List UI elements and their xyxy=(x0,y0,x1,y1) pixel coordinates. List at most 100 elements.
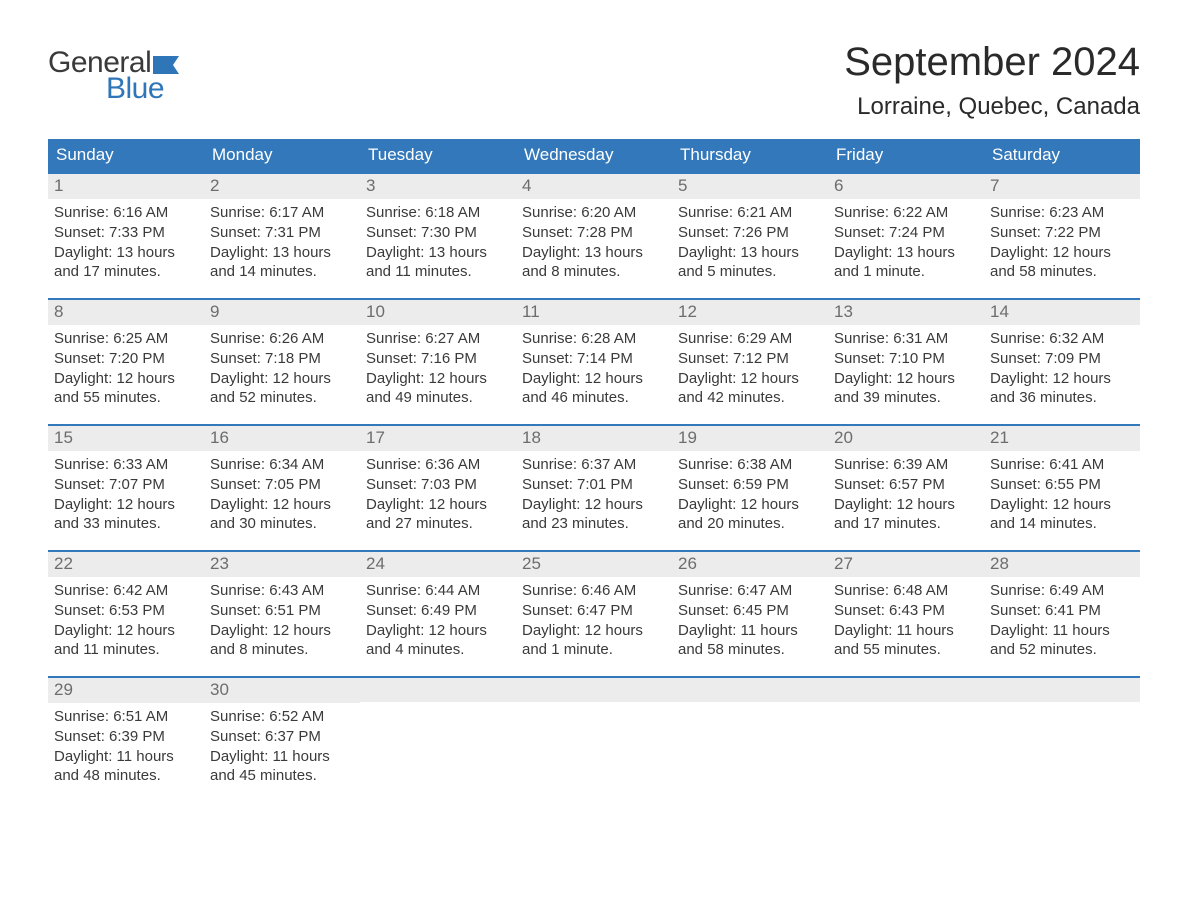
empty-day xyxy=(516,678,672,702)
sunrise-line: Sunrise: 6:52 AM xyxy=(210,707,354,727)
day-number: 14 xyxy=(984,300,1140,325)
day-number: 12 xyxy=(672,300,828,325)
daylight-line: Daylight: 12 hours and 52 minutes. xyxy=(210,369,354,409)
day-number: 4 xyxy=(516,174,672,199)
daylight-line: Daylight: 11 hours and 55 minutes. xyxy=(834,621,978,661)
sunrise-line: Sunrise: 6:23 AM xyxy=(990,203,1134,223)
calendar-day-cell: 30Sunrise: 6:52 AMSunset: 6:37 PMDayligh… xyxy=(204,677,360,803)
daylight-line: Daylight: 11 hours and 52 minutes. xyxy=(990,621,1134,661)
day-number: 15 xyxy=(48,426,204,451)
sunset-line: Sunset: 7:28 PM xyxy=(522,223,666,243)
calendar-day-cell: 11Sunrise: 6:28 AMSunset: 7:14 PMDayligh… xyxy=(516,299,672,425)
sunrise-line: Sunrise: 6:46 AM xyxy=(522,581,666,601)
daylight-line: Daylight: 11 hours and 45 minutes. xyxy=(210,747,354,787)
sunrise-line: Sunrise: 6:32 AM xyxy=(990,329,1134,349)
daylight-line: Daylight: 12 hours and 55 minutes. xyxy=(54,369,198,409)
calendar-day-cell: 6Sunrise: 6:22 AMSunset: 7:24 PMDaylight… xyxy=(828,173,984,299)
day-details: Sunrise: 6:25 AMSunset: 7:20 PMDaylight:… xyxy=(48,325,204,414)
sunrise-line: Sunrise: 6:27 AM xyxy=(366,329,510,349)
day-details: Sunrise: 6:21 AMSunset: 7:26 PMDaylight:… xyxy=(672,199,828,288)
sunset-line: Sunset: 6:45 PM xyxy=(678,601,822,621)
sunset-line: Sunset: 7:24 PM xyxy=(834,223,978,243)
weekday-header-row: Sunday Monday Tuesday Wednesday Thursday… xyxy=(48,139,1140,173)
sunrise-line: Sunrise: 6:43 AM xyxy=(210,581,354,601)
daylight-line: Daylight: 13 hours and 1 minute. xyxy=(834,243,978,283)
day-number: 26 xyxy=(672,552,828,577)
sunrise-line: Sunrise: 6:17 AM xyxy=(210,203,354,223)
calendar-day-cell xyxy=(828,677,984,803)
calendar-day-cell: 9Sunrise: 6:26 AMSunset: 7:18 PMDaylight… xyxy=(204,299,360,425)
sunset-line: Sunset: 6:55 PM xyxy=(990,475,1134,495)
calendar-day-cell: 5Sunrise: 6:21 AMSunset: 7:26 PMDaylight… xyxy=(672,173,828,299)
sunset-line: Sunset: 6:47 PM xyxy=(522,601,666,621)
day-details: Sunrise: 6:38 AMSunset: 6:59 PMDaylight:… xyxy=(672,451,828,540)
daylight-line: Daylight: 11 hours and 48 minutes. xyxy=(54,747,198,787)
calendar-day-cell: 21Sunrise: 6:41 AMSunset: 6:55 PMDayligh… xyxy=(984,425,1140,551)
day-number: 3 xyxy=(360,174,516,199)
sunrise-line: Sunrise: 6:22 AM xyxy=(834,203,978,223)
daylight-line: Daylight: 12 hours and 11 minutes. xyxy=(54,621,198,661)
sunrise-line: Sunrise: 6:33 AM xyxy=(54,455,198,475)
sunset-line: Sunset: 6:51 PM xyxy=(210,601,354,621)
day-number: 18 xyxy=(516,426,672,451)
sunset-line: Sunset: 7:26 PM xyxy=(678,223,822,243)
day-details: Sunrise: 6:48 AMSunset: 6:43 PMDaylight:… xyxy=(828,577,984,666)
daylight-line: Daylight: 12 hours and 4 minutes. xyxy=(366,621,510,661)
day-details: Sunrise: 6:20 AMSunset: 7:28 PMDaylight:… xyxy=(516,199,672,288)
daylight-line: Daylight: 12 hours and 17 minutes. xyxy=(834,495,978,535)
daylight-line: Daylight: 13 hours and 5 minutes. xyxy=(678,243,822,283)
day-number: 6 xyxy=(828,174,984,199)
flag-icon xyxy=(153,56,179,74)
empty-day xyxy=(828,678,984,702)
calendar-day-cell: 22Sunrise: 6:42 AMSunset: 6:53 PMDayligh… xyxy=(48,551,204,677)
day-details: Sunrise: 6:22 AMSunset: 7:24 PMDaylight:… xyxy=(828,199,984,288)
day-details: Sunrise: 6:43 AMSunset: 6:51 PMDaylight:… xyxy=(204,577,360,666)
calendar-day-cell: 17Sunrise: 6:36 AMSunset: 7:03 PMDayligh… xyxy=(360,425,516,551)
day-number: 9 xyxy=(204,300,360,325)
calendar-week-row: 15Sunrise: 6:33 AMSunset: 7:07 PMDayligh… xyxy=(48,425,1140,551)
sunset-line: Sunset: 7:33 PM xyxy=(54,223,198,243)
sunset-line: Sunset: 7:16 PM xyxy=(366,349,510,369)
calendar-week-row: 22Sunrise: 6:42 AMSunset: 6:53 PMDayligh… xyxy=(48,551,1140,677)
location-text: Lorraine, Quebec, Canada xyxy=(844,93,1140,121)
sunset-line: Sunset: 7:22 PM xyxy=(990,223,1134,243)
sunset-line: Sunset: 7:14 PM xyxy=(522,349,666,369)
sunset-line: Sunset: 6:43 PM xyxy=(834,601,978,621)
sunrise-line: Sunrise: 6:39 AM xyxy=(834,455,978,475)
sunrise-line: Sunrise: 6:29 AM xyxy=(678,329,822,349)
daylight-line: Daylight: 12 hours and 46 minutes. xyxy=(522,369,666,409)
sunrise-line: Sunrise: 6:26 AM xyxy=(210,329,354,349)
daylight-line: Daylight: 12 hours and 30 minutes. xyxy=(210,495,354,535)
calendar-day-cell: 18Sunrise: 6:37 AMSunset: 7:01 PMDayligh… xyxy=(516,425,672,551)
calendar-day-cell: 29Sunrise: 6:51 AMSunset: 6:39 PMDayligh… xyxy=(48,677,204,803)
calendar-day-cell: 19Sunrise: 6:38 AMSunset: 6:59 PMDayligh… xyxy=(672,425,828,551)
calendar-day-cell: 12Sunrise: 6:29 AMSunset: 7:12 PMDayligh… xyxy=(672,299,828,425)
day-number: 11 xyxy=(516,300,672,325)
day-details: Sunrise: 6:36 AMSunset: 7:03 PMDaylight:… xyxy=(360,451,516,540)
day-details: Sunrise: 6:26 AMSunset: 7:18 PMDaylight:… xyxy=(204,325,360,414)
sunset-line: Sunset: 6:37 PM xyxy=(210,727,354,747)
calendar-day-cell: 25Sunrise: 6:46 AMSunset: 6:47 PMDayligh… xyxy=(516,551,672,677)
weekday-header: Thursday xyxy=(672,139,828,173)
daylight-line: Daylight: 12 hours and 39 minutes. xyxy=(834,369,978,409)
daylight-line: Daylight: 13 hours and 17 minutes. xyxy=(54,243,198,283)
sunset-line: Sunset: 6:57 PM xyxy=(834,475,978,495)
sunrise-line: Sunrise: 6:41 AM xyxy=(990,455,1134,475)
sunset-line: Sunset: 6:39 PM xyxy=(54,727,198,747)
day-number: 1 xyxy=(48,174,204,199)
day-details: Sunrise: 6:46 AMSunset: 6:47 PMDaylight:… xyxy=(516,577,672,666)
daylight-line: Daylight: 12 hours and 14 minutes. xyxy=(990,495,1134,535)
day-details: Sunrise: 6:44 AMSunset: 6:49 PMDaylight:… xyxy=(360,577,516,666)
sunrise-line: Sunrise: 6:21 AM xyxy=(678,203,822,223)
day-details: Sunrise: 6:42 AMSunset: 6:53 PMDaylight:… xyxy=(48,577,204,666)
calendar-day-cell: 27Sunrise: 6:48 AMSunset: 6:43 PMDayligh… xyxy=(828,551,984,677)
day-details: Sunrise: 6:29 AMSunset: 7:12 PMDaylight:… xyxy=(672,325,828,414)
day-details: Sunrise: 6:27 AMSunset: 7:16 PMDaylight:… xyxy=(360,325,516,414)
day-number: 7 xyxy=(984,174,1140,199)
daylight-line: Daylight: 12 hours and 1 minute. xyxy=(522,621,666,661)
day-number: 10 xyxy=(360,300,516,325)
sunset-line: Sunset: 7:31 PM xyxy=(210,223,354,243)
day-details: Sunrise: 6:32 AMSunset: 7:09 PMDaylight:… xyxy=(984,325,1140,414)
day-details: Sunrise: 6:17 AMSunset: 7:31 PMDaylight:… xyxy=(204,199,360,288)
weekday-header: Friday xyxy=(828,139,984,173)
